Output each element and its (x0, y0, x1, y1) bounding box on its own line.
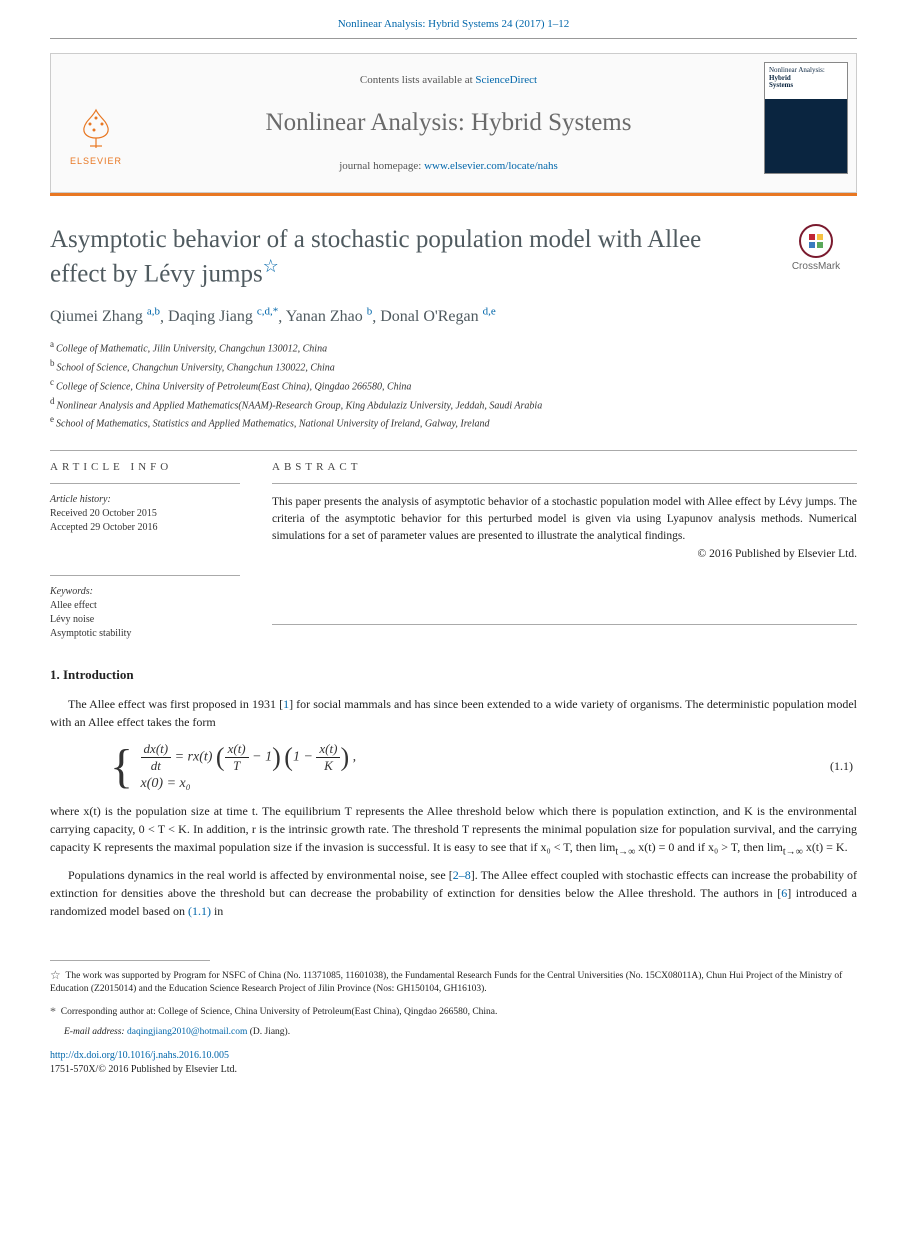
body-paragraph: where x(t) is the population size at tim… (50, 802, 857, 859)
section-heading: 1. Introduction (50, 667, 857, 683)
affiliation: cCollege of Science, China University of… (50, 376, 857, 395)
author: Yanan Zhao b (286, 308, 373, 325)
footnote-rule (50, 960, 210, 961)
journal-box: ELSEVIER Contents lists available at Sci… (50, 53, 857, 193)
affiliation: aCollege of Mathematic, Jilin University… (50, 338, 857, 357)
cover-title-l3: Systems (769, 82, 843, 90)
equation-number: (1.1) (830, 759, 857, 774)
citation-ref[interactable]: 2–8 (453, 868, 471, 882)
authors-line: Qiumei Zhang a,b, Daqing Jiang c,d,*, Ya… (50, 306, 857, 326)
funding-footnote: ☆ The work was supported by Program for … (50, 967, 857, 997)
history-label: Article history: (50, 494, 240, 505)
corresponding-footnote: * Corresponding author at: College of Sc… (50, 1003, 857, 1020)
equation: { dx(t)dt = rx(t) (x(t)T − 1) (1 − x(t)K… (110, 739, 830, 794)
accepted-date: Accepted 29 October 2016 (50, 521, 240, 535)
affiliation: eSchool of Mathematics, Statistics and A… (50, 413, 857, 432)
author: Donal O'Regan d,e (380, 308, 496, 325)
running-header: Nonlinear Analysis: Hybrid Systems 24 (2… (0, 0, 907, 38)
info-abstract-row: ARTICLE INFO Article history: Received 2… (50, 461, 857, 641)
journal-cover: Nonlinear Analysis: Hybrid Systems (764, 62, 848, 174)
journal-center: Contents lists available at ScienceDirec… (141, 54, 756, 192)
keyword: Allee effect (50, 599, 240, 613)
abstract-text: This paper presents the analysis of asym… (272, 494, 857, 544)
received-date: Received 20 October 2015 (50, 507, 240, 521)
footnote-star-icon: ☆ (50, 968, 61, 982)
paper-title: Asymptotic behavior of a stochastic popu… (50, 224, 759, 290)
info-divider (50, 483, 240, 484)
affiliation: bSchool of Science, Changchun University… (50, 357, 857, 376)
issn-copyright: 1751-570X/© 2016 Published by Elsevier L… (50, 1064, 237, 1075)
info-divider (272, 483, 857, 484)
elsevier-tree-icon (72, 104, 120, 152)
homepage-line: journal homepage: www.elsevier.com/locat… (149, 160, 748, 172)
author: Daqing Jiang c,d,* (168, 308, 278, 325)
affiliations: aCollege of Mathematic, Jilin University… (50, 338, 857, 432)
section-rule (50, 450, 857, 451)
article-info-col: ARTICLE INFO Article history: Received 2… (50, 461, 240, 641)
footnote-asterisk-icon: * (50, 1004, 56, 1018)
publisher-logo-col: ELSEVIER (51, 54, 141, 192)
keywords-label: Keywords: (50, 586, 240, 597)
crossmark-badge[interactable]: CrossMark (775, 224, 857, 272)
info-divider (272, 624, 857, 625)
header-rule (50, 38, 857, 39)
article-info-heading: ARTICLE INFO (50, 461, 240, 473)
journal-homepage-link[interactable]: www.elsevier.com/locate/nahs (424, 160, 558, 172)
keyword: Lévy noise (50, 613, 240, 627)
elsevier-logo: ELSEVIER (61, 104, 131, 184)
abstract-heading: ABSTRACT (272, 461, 857, 473)
doi-block: http://dx.doi.org/10.1016/j.nahs.2016.10… (50, 1049, 857, 1077)
crossmark-icon (799, 224, 833, 258)
sciencedirect-link[interactable]: ScienceDirect (475, 74, 537, 86)
journal-cover-col: Nonlinear Analysis: Hybrid Systems (756, 54, 856, 192)
title-row: Asymptotic behavior of a stochastic popu… (50, 224, 857, 290)
affiliation: dNonlinear Analysis and Applied Mathemat… (50, 395, 857, 414)
email-footnote: E-mail address: daqingjiang2010@hotmail.… (50, 1026, 857, 1039)
abstract-copyright: © 2016 Published by Elsevier Ltd. (272, 548, 857, 560)
equation-ref[interactable]: (1.1) (188, 904, 211, 918)
crossmark-label: CrossMark (792, 261, 840, 272)
citation-text: Nonlinear Analysis: Hybrid Systems 24 (2… (338, 18, 570, 30)
body-paragraph: The Allee effect was first proposed in 1… (50, 695, 857, 731)
equation-block: { dx(t)dt = rx(t) (x(t)T − 1) (1 − x(t)K… (110, 739, 857, 794)
contents-line: Contents lists available at ScienceDirec… (149, 74, 748, 86)
author: Qiumei Zhang a,b (50, 308, 160, 325)
abstract-col: ABSTRACT This paper presents the analysi… (272, 461, 857, 641)
keyword: Asymptotic stability (50, 627, 240, 641)
body-paragraph: Populations dynamics in the real world i… (50, 866, 857, 920)
title-footnote-star: ☆ (263, 256, 279, 276)
journal-name: Nonlinear Analysis: Hybrid Systems (149, 109, 748, 137)
info-divider (50, 575, 240, 576)
publisher-name: ELSEVIER (70, 156, 122, 166)
corresponding-email-link[interactable]: daqingjiang2010@hotmail.com (127, 1027, 247, 1037)
doi-link[interactable]: http://dx.doi.org/10.1016/j.nahs.2016.10… (50, 1050, 229, 1061)
